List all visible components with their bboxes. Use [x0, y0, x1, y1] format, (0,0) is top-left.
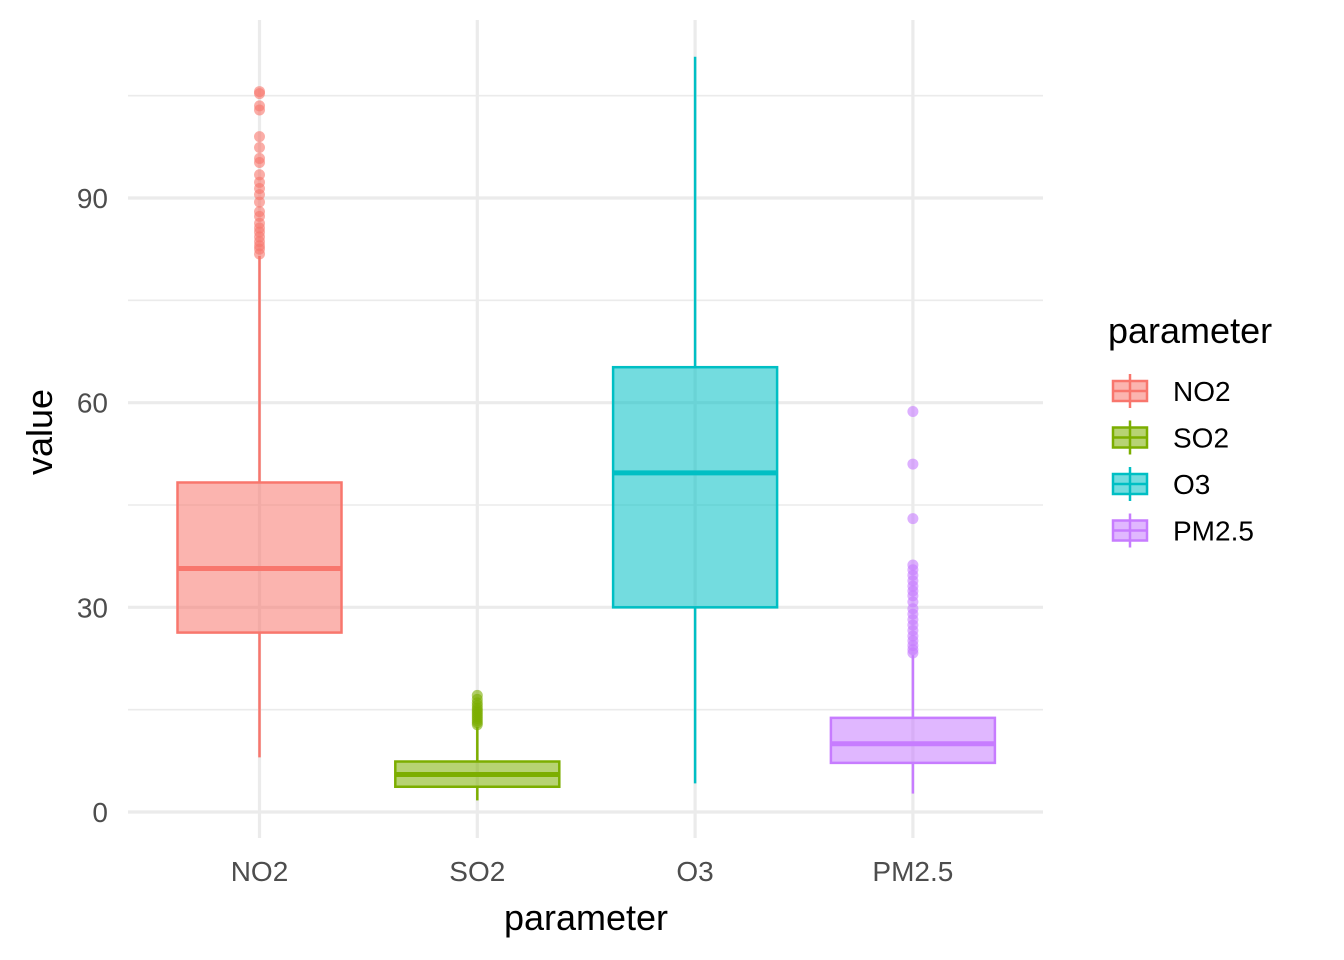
outlier-point	[471, 689, 483, 701]
legend-title: parameter	[1108, 310, 1272, 351]
outlier-point	[254, 169, 265, 181]
y-axis-title: value	[19, 389, 60, 475]
y-tick-label: 90	[77, 183, 108, 214]
legend-item-o3: O3	[1111, 467, 1210, 501]
box-pm25	[829, 406, 997, 794]
outlier-point	[907, 559, 919, 571]
x-tick-label: NO2	[231, 856, 289, 887]
outlier-point	[254, 100, 265, 112]
x-tick-label: SO2	[449, 856, 505, 887]
x-axis-tick-labels: NO2 SO2 O3 PM2.5	[231, 856, 954, 887]
y-tick-label: 0	[92, 797, 108, 828]
legend-item-no2: NO2	[1111, 374, 1231, 408]
outlier-point	[254, 131, 265, 143]
legend-label: O3	[1173, 469, 1210, 500]
legend-item-so2: SO2	[1111, 420, 1229, 455]
box-no2	[176, 86, 343, 758]
outlier-point	[254, 152, 265, 164]
box-so2	[394, 689, 561, 801]
major-gridlines	[128, 20, 1043, 838]
legend-label: NO2	[1173, 376, 1231, 407]
outlier-point	[907, 513, 919, 525]
outlier-point	[907, 458, 919, 470]
y-tick-label: 30	[77, 592, 108, 623]
outlier-point	[254, 206, 265, 218]
box-iqr	[176, 481, 343, 634]
legend: parameter NO2 SO2 O3 PM2.5	[1108, 310, 1272, 548]
legend-item-pm25: PM2.5	[1111, 513, 1254, 548]
box-iqr	[829, 716, 997, 765]
x-tick-label: PM2.5	[872, 856, 953, 887]
box-o3	[611, 56, 779, 784]
legend-label: PM2.5	[1173, 516, 1254, 547]
outlier-point	[254, 142, 265, 154]
legend-label: SO2	[1173, 423, 1229, 454]
x-tick-label: O3	[676, 856, 713, 887]
legend-keys: NO2 SO2 O3 PM2.5	[1111, 374, 1254, 548]
y-axis-tick-labels: 0 30 60 90	[77, 183, 108, 828]
outlier-point	[907, 406, 919, 418]
x-axis-title: parameter	[504, 897, 668, 938]
y-tick-label: 60	[77, 388, 108, 419]
outlier-point	[254, 86, 265, 98]
box-series-group	[176, 56, 997, 801]
box-iqr	[611, 365, 779, 609]
